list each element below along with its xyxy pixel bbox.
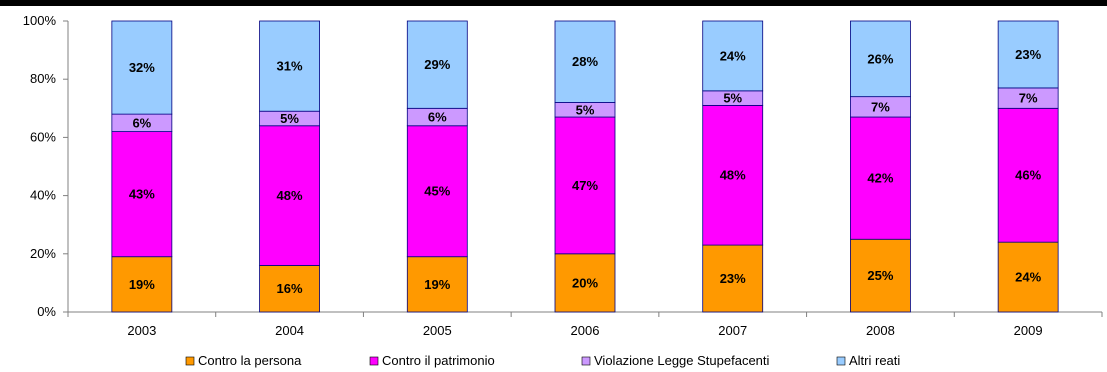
y-tick-label: 40% bbox=[30, 188, 56, 203]
data-label: 20% bbox=[572, 275, 598, 290]
x-tick-label: 2004 bbox=[275, 323, 304, 338]
x-tick-label: 2008 bbox=[866, 323, 895, 338]
y-tick-label: 80% bbox=[30, 71, 56, 86]
x-tick-label: 2005 bbox=[423, 323, 452, 338]
bar-segment bbox=[554, 116, 616, 255]
y-tick-label: 100% bbox=[23, 13, 57, 28]
x-tick-label: 2009 bbox=[1014, 323, 1043, 338]
data-label: 23% bbox=[1015, 47, 1041, 62]
bar-segment bbox=[554, 20, 616, 103]
legend-label: Violazione Legge Stupefacenti bbox=[594, 353, 770, 368]
data-label: 5% bbox=[280, 111, 299, 126]
data-label: 43% bbox=[129, 187, 155, 202]
bar-segment bbox=[259, 20, 320, 112]
data-label: 31% bbox=[277, 59, 303, 74]
data-label: 23% bbox=[720, 271, 746, 286]
legend-swatch bbox=[185, 356, 195, 366]
y-tick-label: 0% bbox=[37, 304, 56, 319]
legend-swatch bbox=[369, 356, 379, 366]
legend-label: Contro il patrimonio bbox=[382, 353, 495, 368]
legend-label: Contro la persona bbox=[198, 353, 302, 368]
bar-segment bbox=[259, 125, 320, 266]
bar-segment bbox=[406, 20, 468, 109]
data-label: 28% bbox=[572, 54, 598, 69]
data-label: 26% bbox=[867, 51, 893, 66]
bar-segment bbox=[259, 265, 320, 313]
legend-label: Altri reati bbox=[849, 353, 900, 368]
bar-segment bbox=[406, 125, 468, 258]
data-label: 19% bbox=[129, 277, 155, 292]
data-label: 42% bbox=[867, 171, 893, 186]
data-label: 24% bbox=[720, 48, 746, 63]
data-label: 32% bbox=[129, 60, 155, 75]
legend-swatch bbox=[836, 356, 846, 366]
data-label: 5% bbox=[576, 102, 595, 117]
data-label: 7% bbox=[871, 99, 890, 114]
x-tick-label: 2003 bbox=[127, 323, 156, 338]
data-label: 25% bbox=[867, 268, 893, 283]
bar-segment bbox=[702, 104, 764, 246]
data-label: 47% bbox=[572, 178, 598, 193]
bar-segment bbox=[111, 20, 173, 115]
y-tick-label: 60% bbox=[30, 129, 56, 144]
x-tick-label: 2007 bbox=[718, 323, 747, 338]
data-label: 7% bbox=[1019, 91, 1038, 106]
y-tick-label: 20% bbox=[30, 246, 56, 261]
legend-swatch bbox=[581, 356, 591, 366]
data-label: 6% bbox=[428, 110, 447, 125]
bar-segment bbox=[997, 20, 1059, 89]
data-label: 48% bbox=[277, 188, 303, 203]
x-tick-label: 2006 bbox=[571, 323, 600, 338]
data-label: 5% bbox=[723, 91, 742, 106]
data-label: 24% bbox=[1015, 270, 1041, 285]
bar-segment bbox=[850, 238, 911, 313]
bar-segment bbox=[850, 116, 911, 240]
data-label: 6% bbox=[132, 115, 151, 130]
bar-segment bbox=[406, 256, 468, 313]
data-label: 16% bbox=[277, 281, 303, 296]
bar-segment bbox=[850, 20, 911, 98]
top-border bbox=[0, 0, 1107, 6]
data-label: 46% bbox=[1015, 168, 1041, 183]
data-label: 19% bbox=[424, 277, 450, 292]
data-label: 29% bbox=[424, 57, 450, 72]
bar-segment bbox=[702, 20, 764, 92]
bar-segment bbox=[997, 107, 1059, 243]
data-label: 45% bbox=[424, 184, 450, 199]
data-label: 48% bbox=[720, 168, 746, 183]
bar-segment bbox=[997, 241, 1059, 313]
